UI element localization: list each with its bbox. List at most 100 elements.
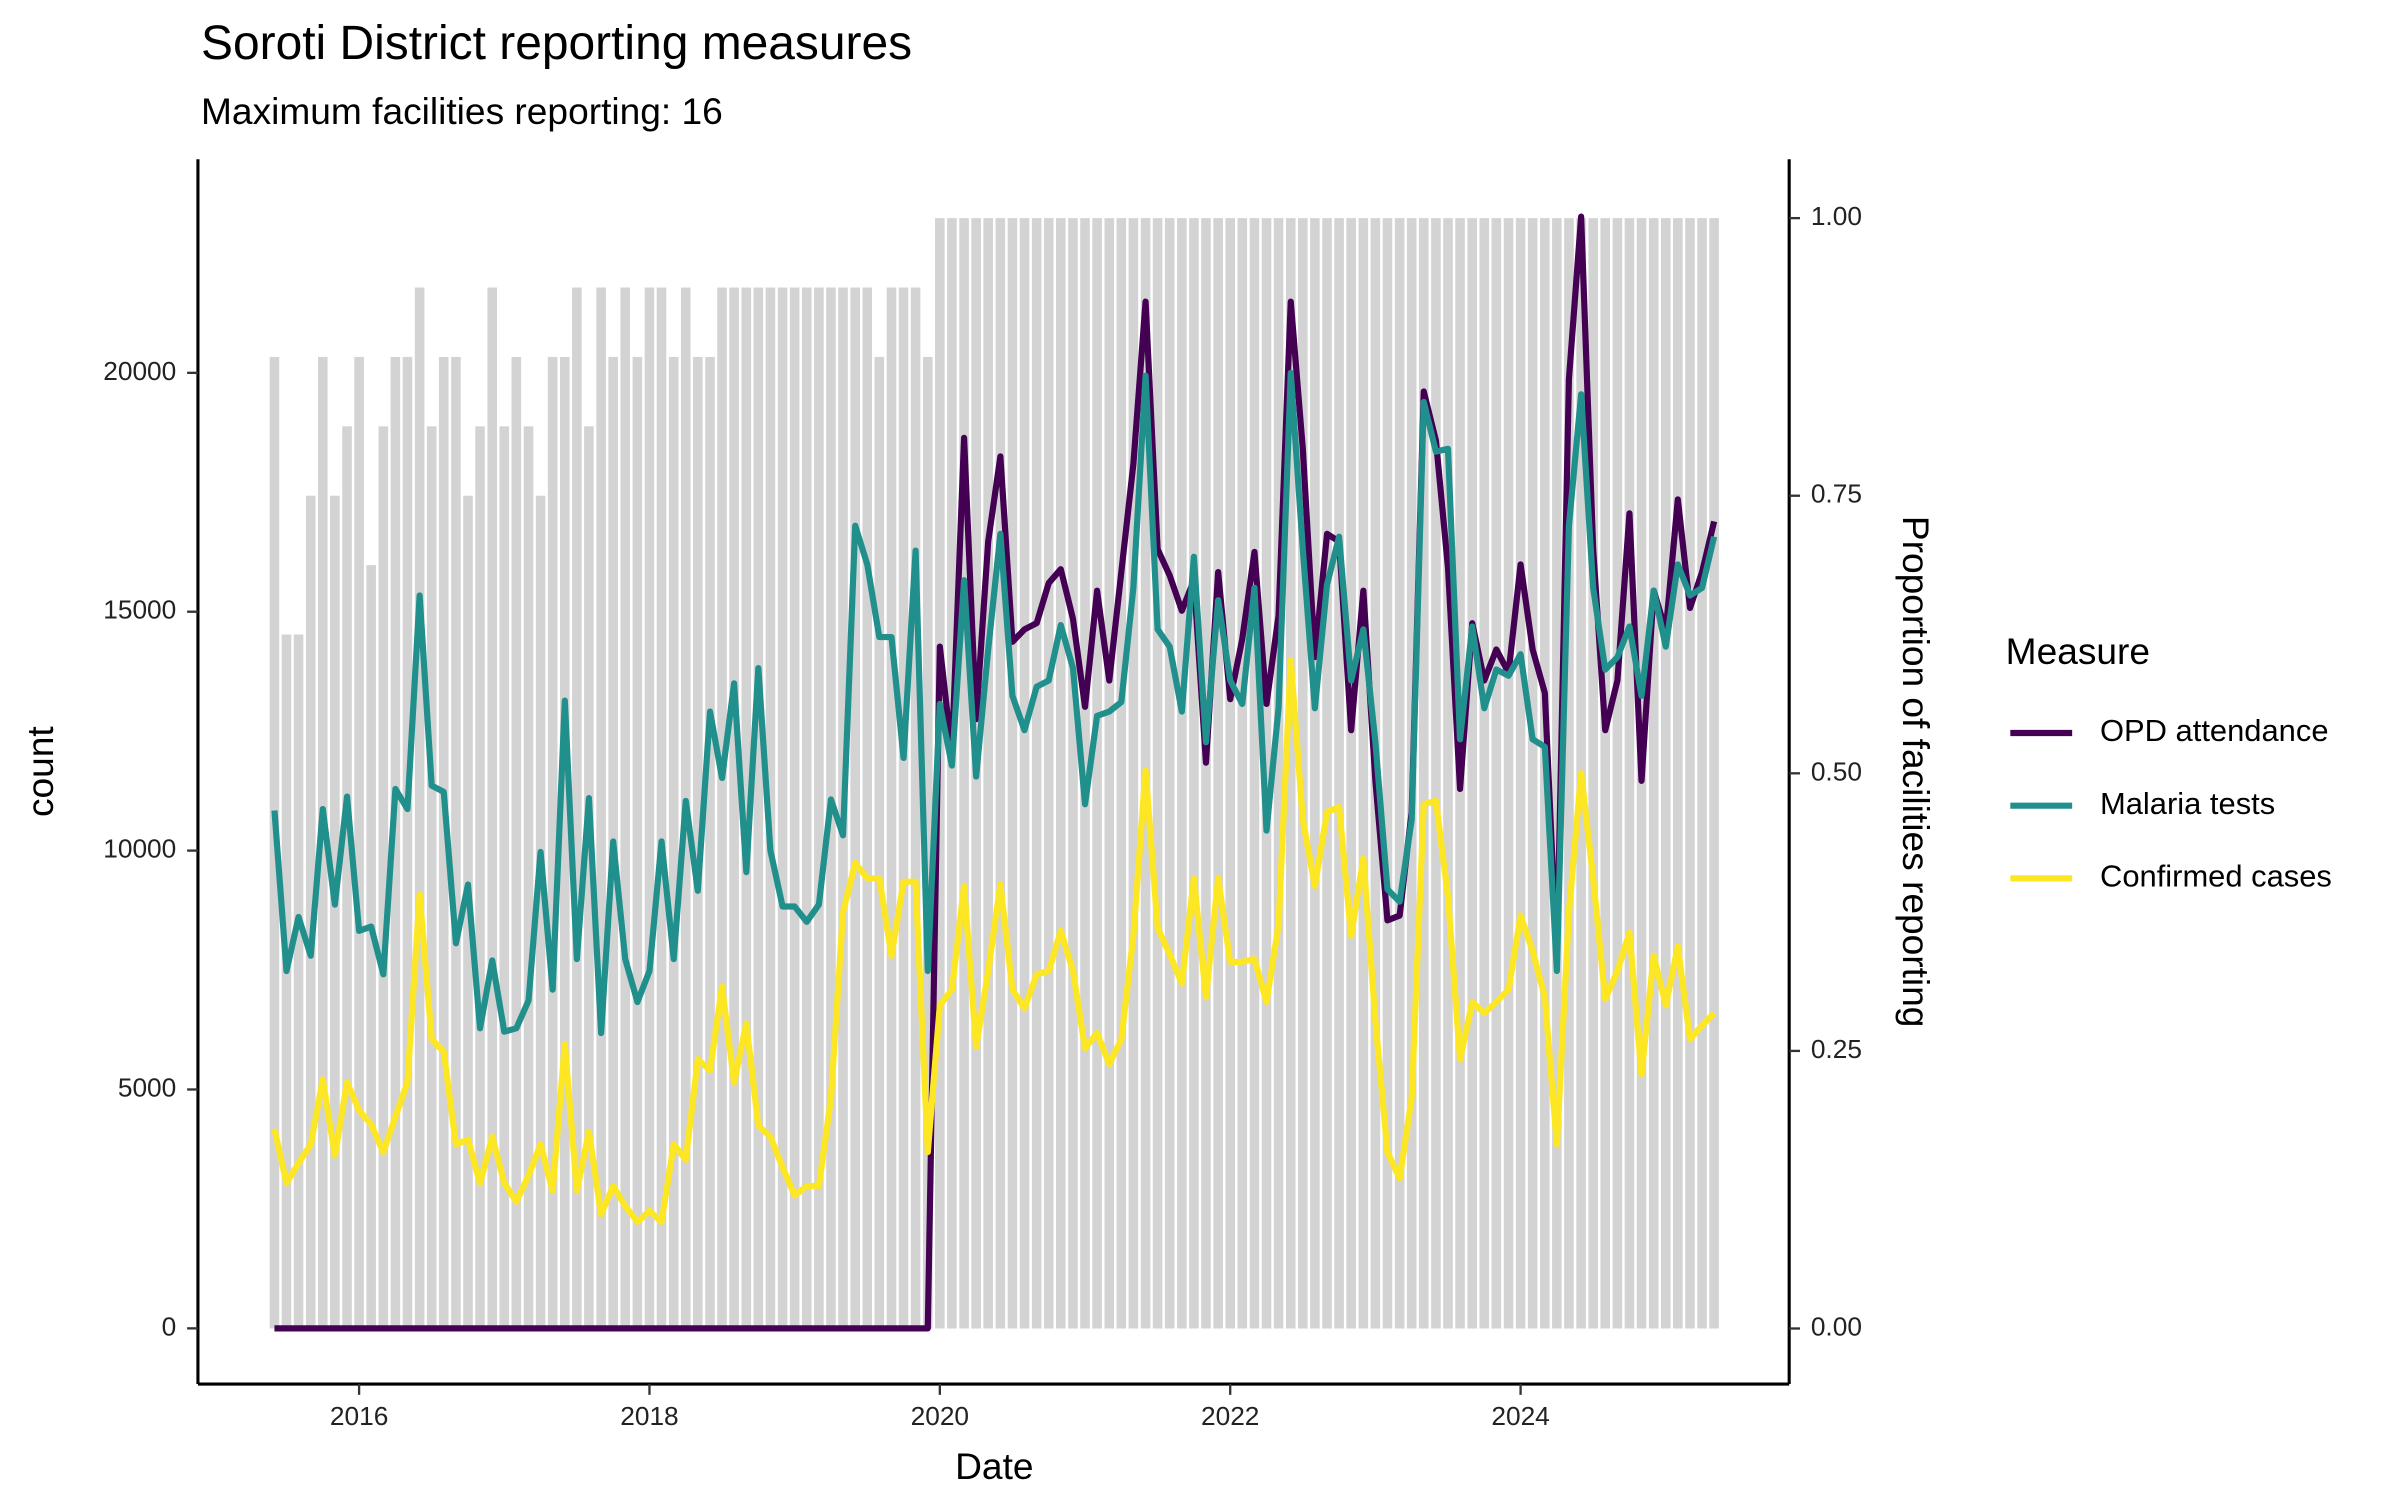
bar (632, 356, 643, 1329)
bar (366, 565, 376, 1329)
y2-tick-label: 0.50 (1811, 756, 1862, 786)
legend-label: OPD attendance (2100, 713, 2329, 748)
bar (596, 287, 606, 1329)
bar (438, 356, 449, 1329)
bar (814, 287, 824, 1329)
bar (1697, 218, 1707, 1329)
bar (1612, 218, 1623, 1329)
bar (1660, 218, 1671, 1329)
bar (777, 287, 788, 1329)
bar (789, 287, 800, 1329)
chart-title: Soroti District reporting measures (201, 17, 912, 70)
bar (511, 356, 522, 1329)
x-tick-label: 2016 (330, 1401, 388, 1431)
bar (729, 287, 739, 1329)
bar (1358, 218, 1369, 1329)
y2-tick-label: 0.00 (1811, 1311, 1862, 1341)
bar (705, 356, 715, 1329)
bar (547, 356, 558, 1329)
bar (414, 287, 425, 1329)
bar (1298, 218, 1308, 1329)
bar (523, 426, 534, 1329)
bar (1552, 218, 1562, 1329)
legend-label: Malaria tests (2100, 786, 2275, 821)
bar (862, 287, 873, 1329)
bar (499, 426, 510, 1329)
bar (1043, 218, 1054, 1329)
bar (1031, 218, 1042, 1329)
y2-tick-label: 1.00 (1811, 201, 1862, 231)
bar (1019, 218, 1030, 1329)
bar (1394, 218, 1405, 1329)
bar (1116, 218, 1127, 1329)
bar (1346, 218, 1356, 1329)
bar (801, 287, 812, 1329)
x-tick-label: 2020 (911, 1401, 969, 1431)
bar (1068, 218, 1078, 1329)
y-axis-title: count (19, 726, 61, 817)
chart-subtitle: Maximum facilities reporting: 16 (201, 90, 723, 132)
bar (1128, 218, 1139, 1329)
bar (1225, 218, 1236, 1329)
bar (1418, 218, 1429, 1329)
x-axis-title: Date (955, 1445, 1033, 1487)
bar (1467, 218, 1478, 1329)
bar (922, 356, 933, 1329)
bar (1624, 218, 1635, 1329)
x-tick-label: 2024 (1491, 1401, 1549, 1431)
bar (1648, 218, 1659, 1329)
bar (1685, 218, 1695, 1329)
legend-title: Measure (2006, 630, 2150, 672)
y-tick-label: 20000 (103, 356, 176, 386)
y-tick-label: 0 (162, 1311, 177, 1341)
bar (1177, 218, 1187, 1329)
bar (1310, 218, 1320, 1329)
bar (753, 287, 764, 1329)
bar (1092, 218, 1102, 1329)
bar (1527, 218, 1538, 1329)
y-tick-label: 5000 (118, 1072, 176, 1102)
bar (1152, 218, 1163, 1329)
bar (1237, 218, 1248, 1329)
bar (741, 287, 752, 1329)
y-tick-label: 15000 (103, 595, 176, 625)
bar (898, 287, 909, 1329)
bar (959, 218, 969, 1329)
bar (378, 426, 389, 1329)
bar (330, 495, 340, 1329)
bar (1382, 218, 1393, 1329)
bar (1249, 218, 1260, 1329)
bar (1431, 218, 1441, 1329)
line (271, 657, 1717, 1225)
bar (620, 287, 631, 1329)
bar (572, 287, 582, 1329)
plot-area: 0 5000 10000 15000 20000 0.00 0.25 0.50 0.75 1.00… (103, 159, 1862, 1431)
bar (656, 287, 667, 1329)
bar (1201, 218, 1211, 1329)
bar (1164, 218, 1175, 1329)
bar (693, 356, 703, 1329)
y2-tick-label: 0.25 (1811, 1034, 1862, 1064)
bar (1443, 218, 1453, 1329)
bar (874, 356, 885, 1329)
y2-axis-title: Proportion of facilities reporting (1895, 516, 1937, 1028)
bar (668, 356, 679, 1329)
bar (1285, 218, 1296, 1329)
bar (1503, 218, 1514, 1329)
bar (1479, 218, 1490, 1329)
bar (535, 495, 546, 1329)
bar (1564, 218, 1574, 1329)
bar (1334, 218, 1344, 1329)
bar (293, 634, 304, 1329)
bar (402, 356, 413, 1329)
bar (584, 426, 594, 1329)
bar (475, 426, 485, 1329)
bar (1273, 218, 1284, 1329)
bar (947, 218, 957, 1329)
bar (487, 287, 498, 1329)
bar (342, 426, 352, 1329)
bar (426, 426, 437, 1329)
y-tick-label: 10000 (103, 834, 176, 864)
x-tick-label: 2018 (620, 1401, 678, 1431)
